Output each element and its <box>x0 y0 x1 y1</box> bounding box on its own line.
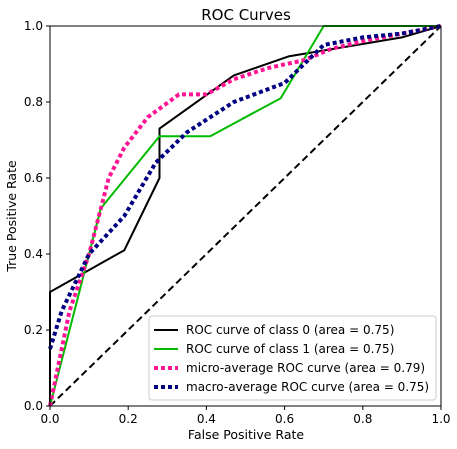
x-axis-label: False Positive Rate <box>188 427 304 442</box>
legend-label: macro-average ROC curve (area = 0.75) <box>186 380 429 394</box>
x-tick-label: 1.0 <box>431 412 450 426</box>
chance-diagonal-line <box>49 25 442 407</box>
legend: ROC curve of class 0 (area = 0.75) ROC cu… <box>148 315 437 401</box>
axis-ticks: 0.0 0.2 0.4 0.6 0.8 1.0 0.0 0.2 0.4 0.6 0.8 1.0 <box>24 19 451 426</box>
x-tick-label: 0.8 <box>353 412 372 426</box>
y-tick-label: 0.2 <box>24 323 43 337</box>
series-line-2 <box>48 24 442 407</box>
y-tick-label: 1.0 <box>24 19 43 33</box>
legend-label: ROC curve of class 1 (area = 0.75) <box>186 342 394 356</box>
y-tick-label: 0.8 <box>24 95 43 109</box>
x-tick-label: 0.4 <box>197 412 216 426</box>
y-tick-label: 0.4 <box>24 247 43 261</box>
chart-title: ROC Curves <box>201 6 291 24</box>
legend-box <box>148 315 437 401</box>
y-tick-label: 0.0 <box>24 399 43 413</box>
x-tick-label: 0.0 <box>40 412 59 426</box>
x-tick-label: 0.6 <box>275 412 294 426</box>
series-line-0 <box>49 25 442 406</box>
legend-label: ROC curve of class 0 (area = 0.75) <box>186 323 394 337</box>
y-tick-label: 0.6 <box>24 171 43 185</box>
plot-frame <box>49 25 442 407</box>
series-line-3 <box>48 24 442 350</box>
legend-label: micro-average ROC curve (area = 0.79) <box>186 361 425 375</box>
y-axis-label: True Positive Rate <box>4 160 19 273</box>
x-tick-label: 0.2 <box>119 412 138 426</box>
